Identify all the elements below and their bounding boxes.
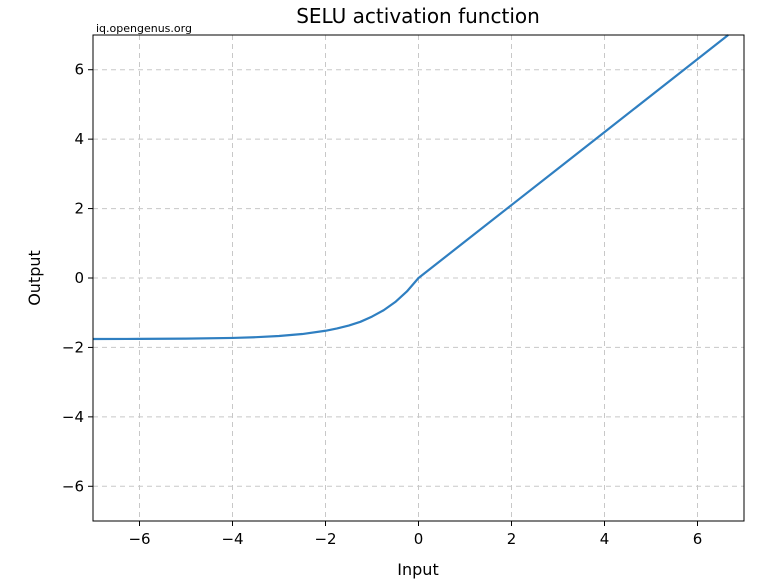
y-axis-ticks: −6 −4 −2 0 2 4 6 (62, 61, 93, 495)
chart-title: SELU activation function (296, 4, 540, 28)
y-tick-label: −4 (62, 408, 84, 426)
x-axis-ticks: −6 −4 −2 0 2 4 6 (128, 521, 702, 548)
x-tick-label: 0 (414, 530, 424, 548)
grid-lines (93, 35, 744, 521)
x-tick-label: −4 (221, 530, 243, 548)
y-tick-label: 0 (74, 269, 84, 287)
selu-series-line (92, 34, 729, 341)
y-tick-label: −2 (62, 338, 84, 356)
y-tick-label: 4 (74, 130, 84, 148)
x-tick-label: −2 (314, 530, 336, 548)
series-layer (92, 34, 729, 341)
x-axis-label: Input (397, 560, 438, 579)
x-tick-label: 2 (507, 530, 517, 548)
x-tick-label: −6 (128, 530, 150, 548)
y-tick-label: 6 (74, 61, 84, 79)
x-tick-label: 4 (600, 530, 610, 548)
y-tick-label: 2 (74, 200, 84, 218)
y-tick-label: −6 (62, 477, 84, 495)
watermark-text: iq.opengenus.org (96, 22, 192, 35)
x-tick-label: 6 (693, 530, 703, 548)
y-axis-label: Output (25, 250, 44, 306)
